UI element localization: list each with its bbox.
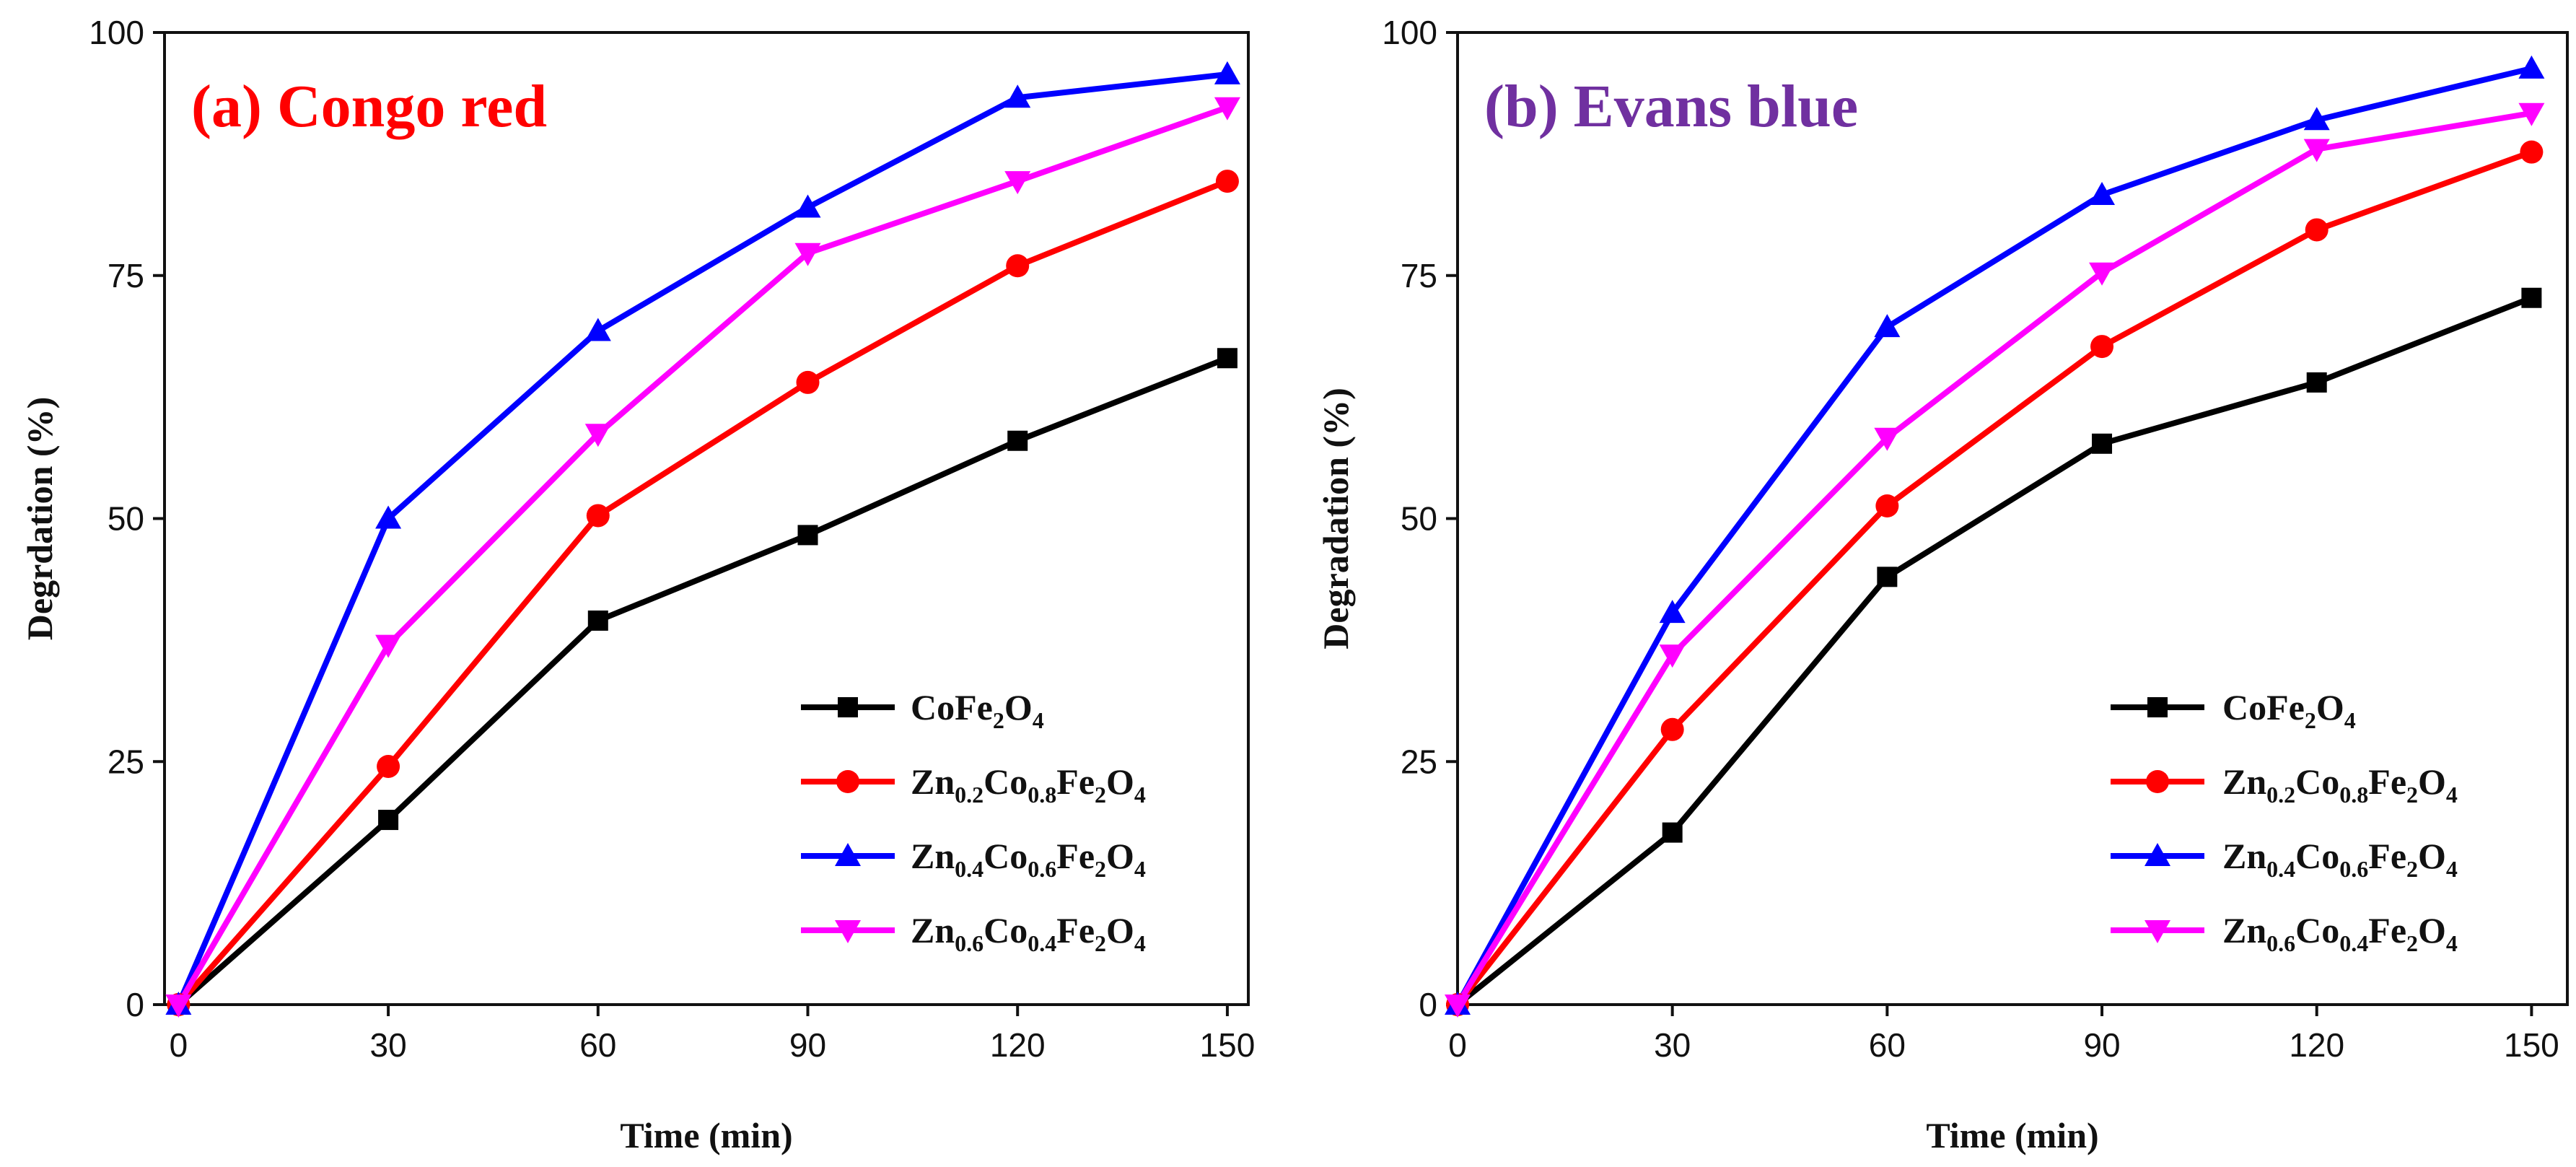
- data-point: [584, 424, 611, 447]
- data-point: [1217, 348, 1237, 369]
- legend-label: Zn0.2Co0.8Fe2O4: [2222, 761, 2458, 808]
- data-point: [1445, 995, 1471, 1018]
- legend-swatch-marker: [835, 843, 861, 866]
- series-line-2: [175, 71, 1228, 1006]
- legend-swatch-marker: [838, 697, 858, 717]
- series-line-3: [175, 104, 1229, 1007]
- legend-swatch-marker: [2146, 770, 2169, 793]
- data-point: [2089, 262, 2116, 286]
- data-point: [375, 634, 402, 658]
- y-tick-label: 75: [1401, 257, 1437, 294]
- x-tick-label: 0: [170, 1026, 188, 1064]
- y-tick-label: 100: [89, 14, 144, 51]
- legend-label: Zn0.2Co0.8Fe2O4: [911, 761, 1146, 808]
- legend-swatch-marker: [2145, 920, 2170, 943]
- x-tick-label: 0: [1448, 1026, 1467, 1064]
- legend-label: Zn0.4Co0.6Fe2O4: [911, 836, 1146, 882]
- data-point: [1659, 644, 1686, 668]
- x-tick-label: 90: [2083, 1026, 2120, 1064]
- data-point: [1660, 717, 1684, 741]
- data-point: [1215, 170, 1239, 193]
- data-point: [794, 194, 821, 218]
- x-tick-label: 150: [1200, 1026, 1256, 1064]
- data-point: [2089, 181, 2116, 205]
- y-tick-label: 25: [108, 743, 144, 780]
- data-point: [1662, 822, 1683, 843]
- data-point: [1004, 84, 1031, 108]
- x-tick-label: 90: [789, 1026, 826, 1064]
- x-tick-label: 60: [1869, 1026, 1906, 1064]
- data-point: [378, 810, 399, 831]
- legend-label: Zn0.4Co0.6Fe2O4: [2222, 836, 2458, 882]
- data-point: [587, 610, 608, 631]
- data-point: [2303, 139, 2330, 162]
- data-point: [1004, 171, 1031, 195]
- x-tick-label: 30: [370, 1026, 407, 1064]
- data-point: [375, 505, 402, 529]
- data-point: [2092, 433, 2113, 454]
- data-point: [584, 318, 611, 341]
- x-tick-label: 30: [1654, 1026, 1691, 1064]
- y-axis-label: Degrdation (%): [19, 397, 60, 640]
- data-point: [586, 504, 610, 528]
- data-point: [2090, 335, 2114, 359]
- legend-label: CoFe2O4: [911, 687, 1044, 733]
- data-point: [797, 525, 818, 546]
- data-point: [1875, 494, 1899, 517]
- y-tick-label: 75: [108, 257, 144, 294]
- data-point: [1006, 254, 1030, 278]
- x-axis-label: Time (min): [1926, 1115, 2098, 1155]
- panel-congo-red: 0 30 60 90 120 150 0 25 50 75 100 Time (min) Degrdat…: [19, 14, 1255, 1155]
- data-point: [1874, 314, 1901, 338]
- legend-swatch-marker: [2145, 843, 2170, 866]
- legend-swatch-marker: [2147, 697, 2168, 717]
- data-point: [1214, 61, 1240, 84]
- y-tick-label: 25: [1401, 743, 1437, 780]
- legend-swatch-marker: [835, 920, 861, 943]
- series-line-1: [176, 178, 1229, 1007]
- panel-evans-blue: 0 30 60 90 120 150 0 25 50 75 100 Time (min) Degrada…: [1315, 14, 2569, 1155]
- series-line-3: [1455, 110, 2533, 1007]
- data-point: [794, 242, 821, 266]
- data-point: [1007, 430, 1028, 451]
- y-tick-label: 100: [1382, 14, 1437, 51]
- series-line-0: [1455, 295, 2533, 1008]
- data-point: [2518, 55, 2545, 79]
- data-point: [2306, 372, 2327, 393]
- data-point: [2518, 102, 2545, 126]
- legend-label: CoFe2O4: [2222, 687, 2356, 733]
- data-point: [2303, 107, 2330, 131]
- y-tick-label: 0: [126, 986, 144, 1023]
- legend-label: Zn0.6Co0.4Fe2O4: [911, 910, 1146, 956]
- data-point: [1214, 97, 1240, 121]
- data-point: [165, 995, 192, 1018]
- x-tick-label: 60: [579, 1026, 616, 1064]
- y-tick-label: 50: [108, 500, 144, 538]
- panel-title: (b) Evans blue: [1484, 73, 1858, 140]
- series-line-0: [176, 355, 1229, 1008]
- series-line-1: [1455, 149, 2533, 1007]
- data-point: [2521, 287, 2542, 308]
- y-tick-label: 0: [1419, 986, 1437, 1023]
- data-point: [1874, 427, 1901, 451]
- data-point: [796, 370, 820, 394]
- x-tick-label: 120: [990, 1026, 1046, 1064]
- data-point: [1659, 600, 1686, 624]
- y-axis-label: Degradation (%): [1315, 388, 1356, 649]
- data-point: [377, 754, 400, 778]
- data-point: [2305, 218, 2329, 242]
- series-line-2: [1455, 65, 2533, 1006]
- y-tick-label: 50: [1401, 500, 1437, 538]
- legend-swatch-marker: [836, 770, 859, 793]
- x-tick-label: 150: [2504, 1026, 2559, 1064]
- legend-label: Zn0.6Co0.4Fe2O4: [2222, 910, 2458, 956]
- data-point: [2520, 140, 2544, 164]
- x-axis-label: Time (min): [620, 1115, 792, 1155]
- x-tick-label: 120: [2289, 1026, 2344, 1064]
- data-point: [1877, 567, 1898, 587]
- panel-title: (a) Congo red: [191, 73, 547, 140]
